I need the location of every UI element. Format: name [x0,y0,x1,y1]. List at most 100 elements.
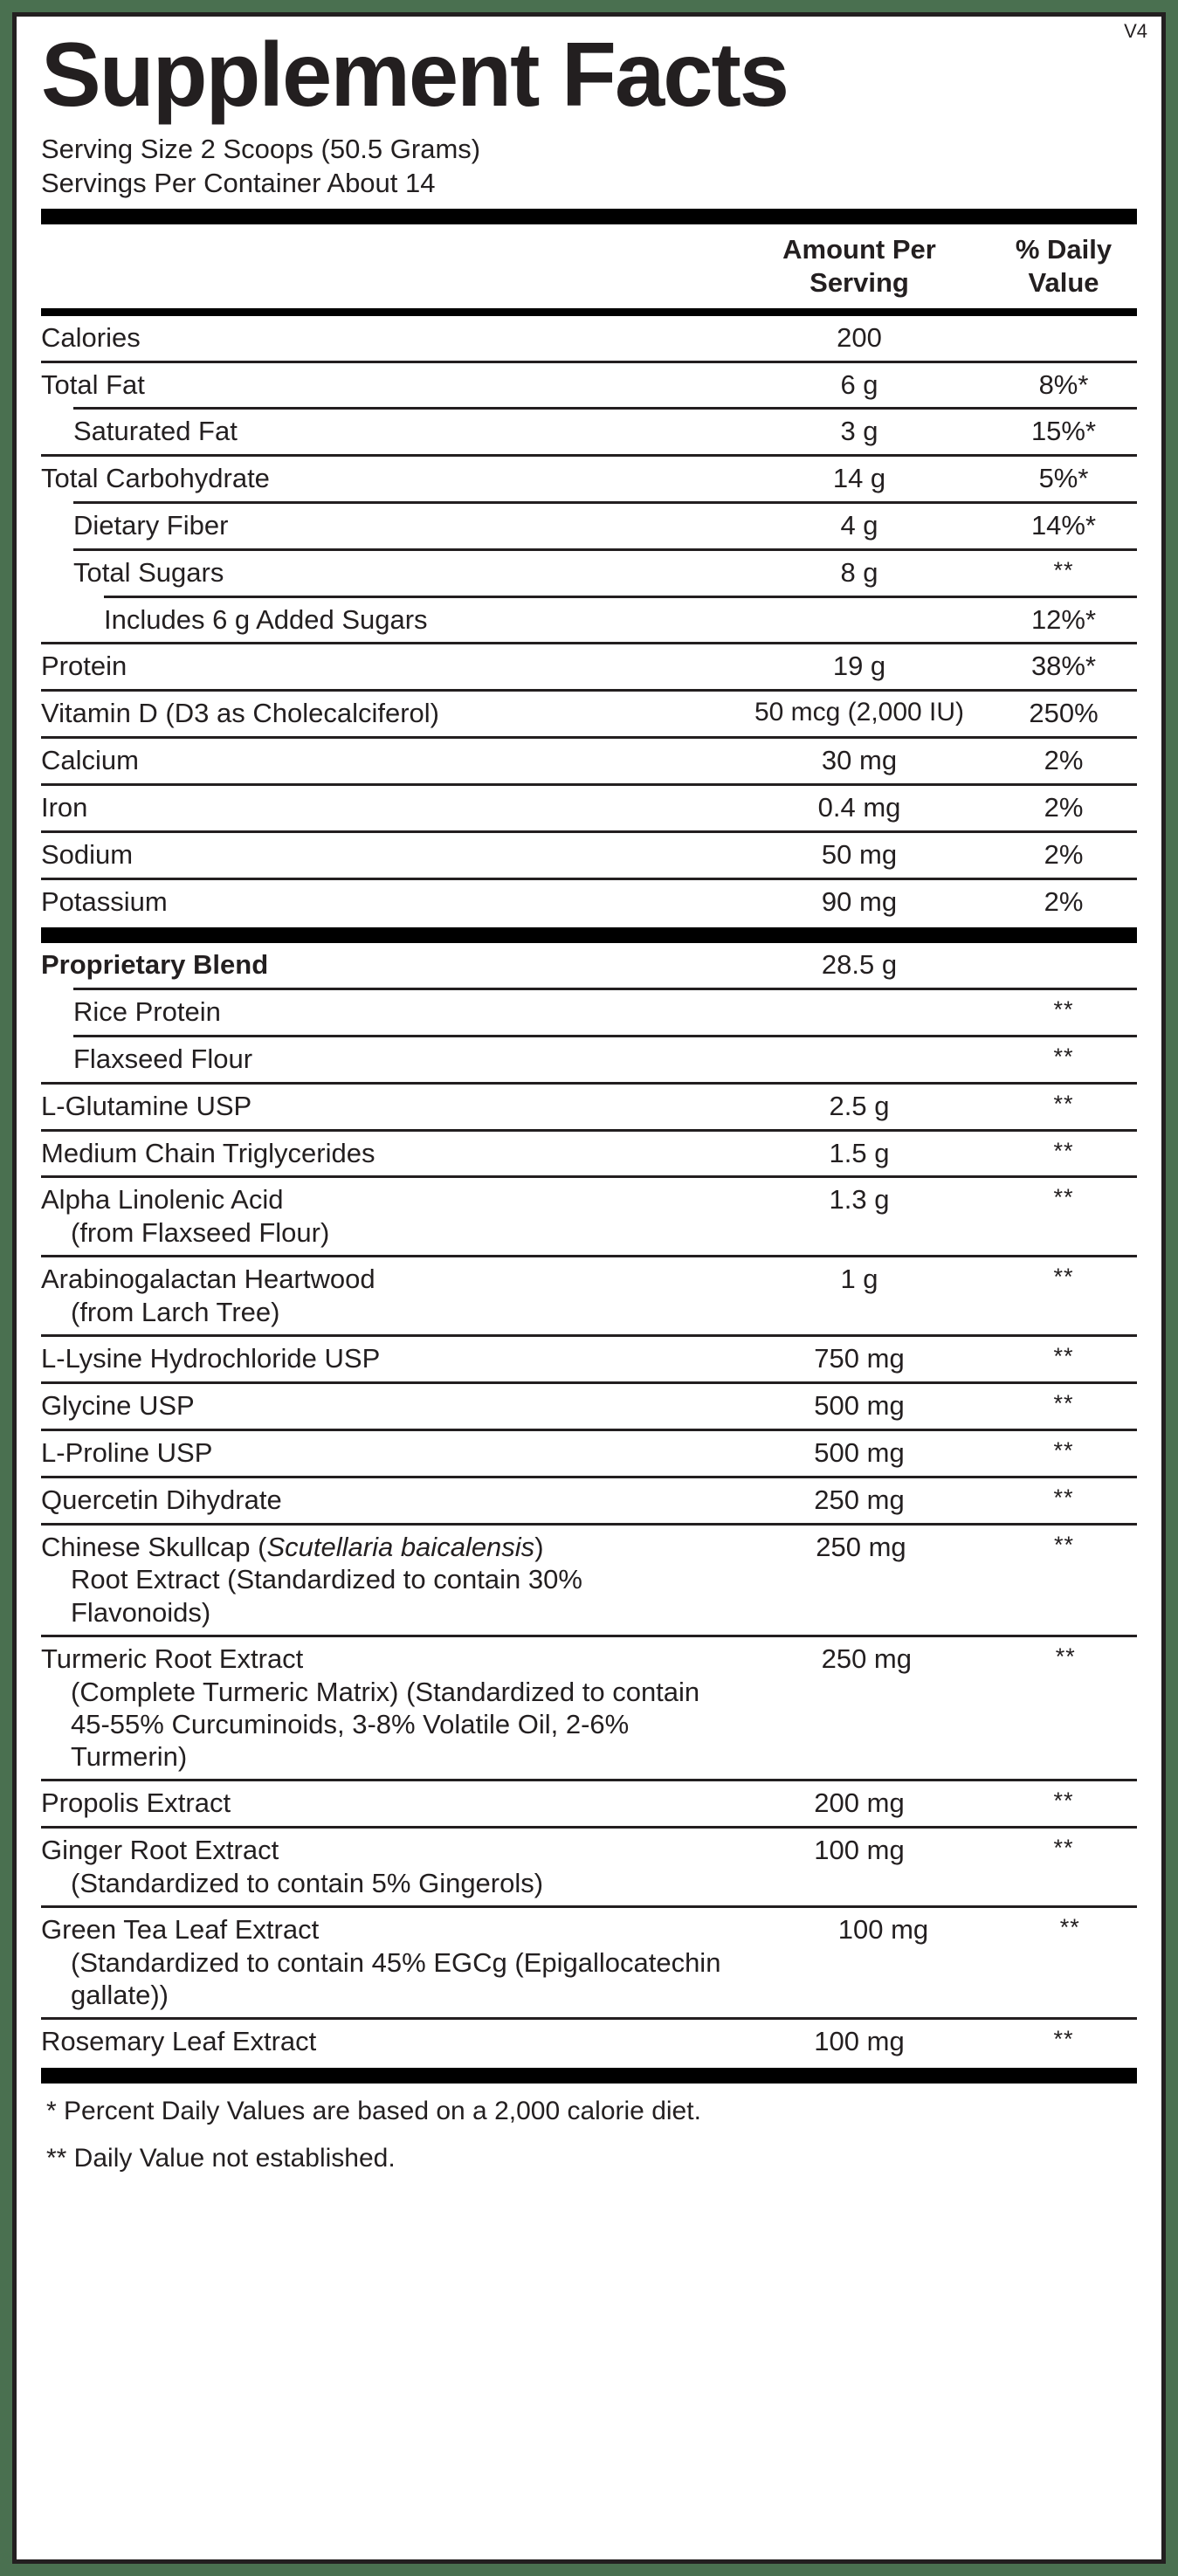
footnotes-container: * Percent Daily Values are based on a 2,… [41,2084,1137,2190]
row-amount: 100 mg [814,2026,905,2057]
divider-before-footnotes [41,2068,1137,2084]
table-row: Turmeric Root Extract (Complete Turmeric … [41,1637,1137,1779]
row-amount: 500 mg [814,1390,905,1422]
row-label: Green Tea Leaf Extract (Standardized to c… [41,1913,763,2011]
divider-under-headers [41,307,1137,316]
row-divider [41,1381,1137,1385]
row-amount: 750 mg [814,1343,905,1374]
row-divider [41,877,1137,880]
table-row: Saturated Fat 3 g 15%* [41,410,1137,454]
row-amount: 4 g [840,510,878,541]
row-label: Rosemary Leaf Extract [41,2025,728,2058]
serving-info: Serving Size 2 Scoops (50.5 Grams) Servi… [41,121,1137,205]
row-label: Flaxseed Flour [41,1043,728,1076]
row-amount: 100 mg [814,1835,905,1866]
row-label: Medium Chain Triglycerides [41,1137,728,1170]
row-label: Propolis Extract [41,1787,728,1820]
row-divider [41,454,1137,458]
row-label: Chinese Skullcap (Scutellaria baicalensi… [41,1531,731,1629]
table-row: Rosemary Leaf Extract 100 mg ** [41,2020,1137,2064]
servings-per-container: Servings Per Container About 14 [41,168,436,199]
row-label-text: Vitamin D (D3 as Cholecalciferol) [41,698,439,729]
row-label: Rice Protein [41,995,728,1029]
row-label: Glycine USP [41,1389,728,1422]
row-daily-value: 2% [1044,791,1084,823]
row-label-text: Ginger Root Extract [41,1835,279,1866]
row-label-text: Saturated Fat [73,416,238,447]
row-label-text: Flaxseed Flour [73,1043,253,1074]
row-amount: 28.5 g [821,949,898,981]
row-sublabel: (Standardized to contain 5% Gingerols) [71,1867,544,1898]
row-divider [41,1128,1137,1132]
row-label: Arabinogalactan Heartwood (from Larch Tre… [41,1263,728,1328]
row-label: Calories [41,321,728,355]
amount-per-serving-header: Amount Per Serving [728,233,990,300]
row-label-text: Iron [41,791,88,823]
row-daily-value: ** [1053,1484,1074,1511]
row-label: Includes 6 g Added Sugars [41,603,728,637]
row-label: Dietary Fiber [41,509,728,542]
row-amount: 50 mg [821,838,898,870]
row-divider [73,1034,1137,1037]
row-daily-value: ** [1053,1390,1074,1417]
row-amount: 250 mg [816,1531,906,1562]
row-amount: 500 mg [814,1437,905,1469]
row-label: Total Sugars [41,556,728,589]
row-amount: 2.5 g [829,1090,890,1121]
row-label-text: Total Sugars [73,556,224,588]
row-daily-value: ** [1053,1137,1074,1164]
row-amount: 100 mg [837,1914,929,1946]
row-amount: 1 g [840,1264,878,1295]
row-daily-value: 12%* [1030,603,1097,635]
row-divider [41,1826,1137,1829]
table-row: Total Sugars 8 g ** [41,551,1137,596]
row-sublabel: (Complete Turmeric Matrix) (Standardized… [71,1676,700,1707]
row-daily-value: 5%* [1038,463,1089,494]
row-label-text: L-Glutamine USP [41,1090,252,1121]
row-amount: 250 mg [814,1484,905,1515]
row-label: L-Glutamine USP [41,1090,728,1123]
row-label: Sodium [41,838,728,871]
column-headers: Amount Per Serving % Daily Value [41,224,1137,308]
row-amount: 200 [837,321,882,353]
row-label: Protein [41,650,728,683]
row-label-text: Proprietary Blend [41,949,269,981]
row-daily-value: 2% [1044,745,1084,776]
row-amount: 0.4 mg [817,791,901,823]
row-label: Saturated Fat [41,415,728,448]
row-label: Iron [41,791,728,824]
row-label-text: L-Lysine Hydrochloride USP [41,1343,381,1374]
row-label: Total Fat [41,368,728,402]
footnote: * Percent Daily Values are based on a 2,… [46,2097,701,2126]
row-amount: 30 mg [821,745,898,776]
row-label: Turmeric Root Extract (Complete Turmeric … [41,1643,739,1773]
row-label-text: Rosemary Leaf Extract [41,2026,317,2057]
row-label-text: Glycine USP [41,1390,195,1422]
row-label: Proprietary Blend [41,948,728,981]
row-divider [41,1905,1137,1909]
dv-header-line2: Value [1028,266,1099,298]
table-row: Protein 19 g 38%* [41,644,1137,689]
daily-value-header: % Daily Value [990,233,1137,300]
row-divider [41,1475,1137,1478]
row-divider [73,988,1137,991]
table-row: Glycine USP 500 mg ** [41,1384,1137,1429]
row-amount: 1.5 g [829,1137,890,1168]
row-divider [41,1522,1137,1526]
row-divider [41,689,1137,692]
version-tag: V4 [1124,20,1147,42]
table-row: Rice Protein ** [41,990,1137,1035]
table-row: Calories 200 [41,316,1137,361]
row-daily-value: ** [1053,556,1074,583]
row-label-text: Medium Chain Triglycerides [41,1137,375,1168]
row-label-text: Green Tea Leaf Extract [41,1914,320,1946]
row-label-text: Propolis Extract [41,1787,231,1819]
row-sublabel: (from Flaxseed Flour) [71,1217,330,1249]
table-row: L-Glutamine USP 2.5 g ** [41,1085,1137,1129]
row-sublabel: (from Larch Tree) [71,1297,280,1328]
row-divider [41,642,1137,645]
row-divider [41,360,1137,363]
row-daily-value: ** [1053,1264,1074,1291]
row-divider [41,1634,1137,1637]
row-label: Vitamin D (D3 as Cholecalciferol) [41,697,728,730]
